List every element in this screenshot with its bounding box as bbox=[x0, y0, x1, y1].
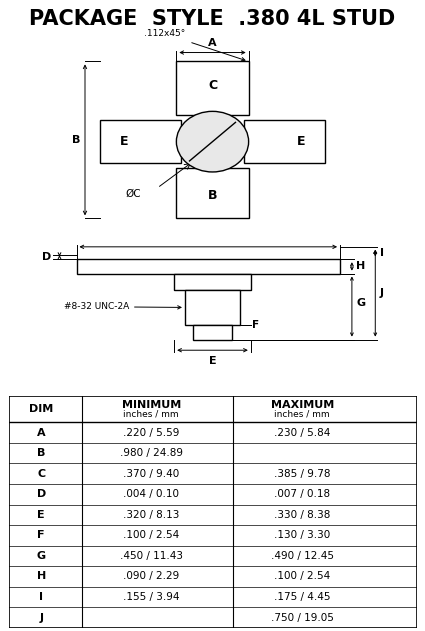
Text: .100 / 2.54: .100 / 2.54 bbox=[123, 531, 179, 540]
Text: E: E bbox=[120, 135, 128, 148]
Text: B: B bbox=[208, 189, 217, 203]
Text: inches / mm: inches / mm bbox=[124, 410, 179, 419]
Text: .090 / 2.29: .090 / 2.29 bbox=[123, 572, 179, 582]
Text: .385 / 9.78: .385 / 9.78 bbox=[274, 469, 331, 479]
Text: .980 / 24.89: .980 / 24.89 bbox=[120, 448, 183, 458]
Text: .155 / 3.94: .155 / 3.94 bbox=[123, 592, 179, 602]
Text: D: D bbox=[42, 252, 51, 262]
Text: C: C bbox=[37, 469, 45, 479]
Text: .007 / 0.18: .007 / 0.18 bbox=[274, 489, 330, 499]
Bar bbox=[244, 121, 325, 163]
Bar bbox=[176, 168, 249, 218]
Text: A: A bbox=[37, 428, 45, 438]
Text: B: B bbox=[71, 135, 80, 145]
Text: H: H bbox=[37, 572, 46, 582]
Text: E: E bbox=[37, 510, 45, 520]
Text: .220 / 5.59: .220 / 5.59 bbox=[123, 428, 179, 438]
Text: A: A bbox=[208, 38, 217, 48]
Text: .750 / 19.05: .750 / 19.05 bbox=[271, 613, 334, 623]
Bar bbox=[174, 274, 251, 290]
Bar bbox=[193, 325, 232, 339]
Text: G: G bbox=[37, 551, 46, 561]
Text: C: C bbox=[208, 79, 217, 92]
Text: .320 / 8.13: .320 / 8.13 bbox=[123, 510, 179, 520]
Text: .004 / 0.10: .004 / 0.10 bbox=[123, 489, 179, 499]
Text: H: H bbox=[356, 261, 366, 271]
Text: D: D bbox=[37, 489, 46, 499]
Text: F: F bbox=[37, 531, 45, 540]
Bar bbox=[100, 121, 181, 163]
Text: inches / mm: inches / mm bbox=[275, 410, 330, 419]
Text: .175 / 4.45: .175 / 4.45 bbox=[274, 592, 331, 602]
Text: DIM: DIM bbox=[29, 404, 53, 414]
Text: E: E bbox=[209, 356, 216, 365]
Bar bbox=[185, 290, 240, 325]
Text: I: I bbox=[39, 592, 43, 602]
Text: .490 / 12.45: .490 / 12.45 bbox=[271, 551, 334, 561]
Text: F: F bbox=[252, 321, 259, 330]
Ellipse shape bbox=[176, 111, 249, 172]
Text: B: B bbox=[37, 448, 45, 458]
Text: MAXIMUM: MAXIMUM bbox=[271, 400, 334, 410]
Bar bbox=[176, 61, 249, 115]
Text: I: I bbox=[380, 248, 383, 258]
Text: E: E bbox=[297, 135, 305, 148]
Text: .112x45°: .112x45° bbox=[144, 29, 185, 38]
Text: .330 / 8.38: .330 / 8.38 bbox=[274, 510, 331, 520]
Text: #8-32 UNC-2A: #8-32 UNC-2A bbox=[64, 302, 181, 311]
Text: G: G bbox=[356, 298, 365, 308]
Text: J: J bbox=[380, 288, 383, 298]
Text: .370 / 9.40: .370 / 9.40 bbox=[123, 469, 179, 479]
Text: .450 / 11.43: .450 / 11.43 bbox=[120, 551, 183, 561]
Text: PACKAGE  STYLE  .380 4L STUD: PACKAGE STYLE .380 4L STUD bbox=[29, 9, 396, 29]
Text: J: J bbox=[39, 613, 43, 623]
Text: ØC: ØC bbox=[125, 189, 141, 198]
Text: .230 / 5.84: .230 / 5.84 bbox=[274, 428, 331, 438]
Text: MINIMUM: MINIMUM bbox=[122, 400, 181, 410]
Bar bbox=[76, 259, 340, 274]
Text: .130 / 3.30: .130 / 3.30 bbox=[274, 531, 330, 540]
Text: .100 / 2.54: .100 / 2.54 bbox=[274, 572, 330, 582]
